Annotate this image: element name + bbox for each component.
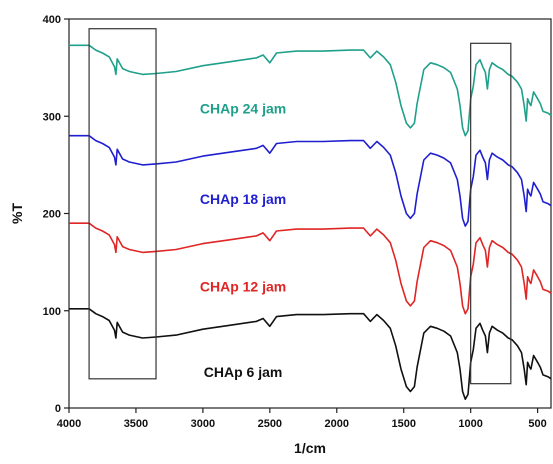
x-tick-label: 3000	[191, 418, 215, 430]
series-label-1: CHAp 24 jam	[200, 100, 286, 116]
series-line-2	[69, 134, 552, 227]
x-tick-label: 1500	[391, 418, 415, 430]
series-line-4	[69, 307, 552, 401]
annotation-box-2	[470, 42, 512, 385]
plot-area	[68, 18, 552, 409]
x-tick-label: 2500	[258, 418, 282, 430]
y-tick-label: 0	[55, 403, 61, 415]
series-label-2: CHAp 18 jam	[200, 191, 286, 207]
annotation-layer	[88, 28, 512, 385]
y-tick-label: 300	[43, 111, 61, 123]
x-tick-label: 1000	[458, 418, 482, 430]
series-label-4: CHAp 6 jam	[204, 364, 283, 380]
series-line-3	[69, 222, 552, 315]
x-tick-label: 4000	[57, 418, 81, 430]
y-axis-title: %T	[9, 203, 25, 224]
axes-layer: 4000 3500 3000 2500 2000 1500 1000 500 0 100 200 30…	[43, 14, 547, 430]
series-label-layer: CHAp 24 jam CHAp 18 jam CHAp 12 jam CHAp 6 …	[200, 100, 286, 380]
x-tick-label: 3500	[124, 418, 148, 430]
annotation-box-1	[88, 28, 157, 380]
y-tick-label: 400	[43, 14, 61, 26]
series-label-3: CHAp 12 jam	[200, 278, 286, 294]
x-axis-title: 1/cm	[294, 440, 326, 456]
series-layer	[69, 44, 552, 401]
x-tick-label: 2000	[325, 418, 349, 430]
y-tick-label: 100	[43, 306, 61, 318]
y-tick-label: 200	[43, 209, 61, 221]
x-tick-label: 500	[528, 418, 546, 430]
series-line-1	[69, 44, 552, 137]
plot-frame	[68, 18, 552, 409]
